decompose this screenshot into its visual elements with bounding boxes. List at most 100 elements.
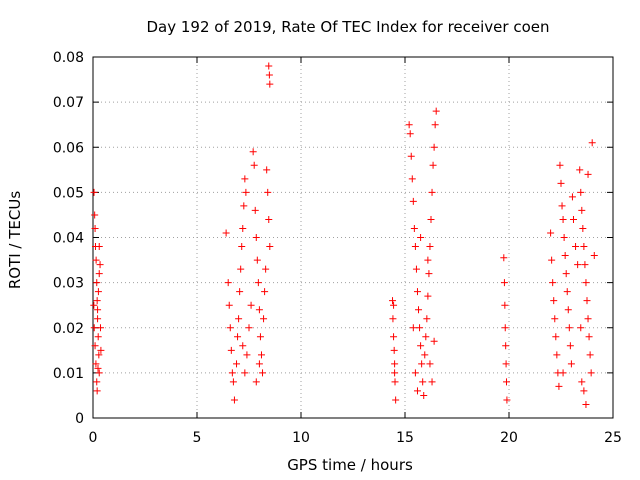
data-point bbox=[430, 337, 438, 345]
data-point bbox=[405, 121, 413, 129]
data-point bbox=[580, 243, 588, 251]
data-point bbox=[224, 279, 232, 287]
data-point bbox=[579, 224, 587, 232]
data-point bbox=[90, 301, 98, 309]
data-point bbox=[412, 265, 420, 273]
data-point bbox=[247, 301, 255, 309]
data-point bbox=[501, 324, 509, 332]
data-point bbox=[577, 324, 585, 332]
data-point bbox=[581, 261, 589, 269]
data-point bbox=[584, 315, 592, 323]
data-point bbox=[421, 351, 429, 359]
y-tick-label: 0.02 bbox=[53, 321, 84, 337]
data-point bbox=[556, 161, 564, 169]
data-point bbox=[265, 71, 273, 79]
data-point bbox=[584, 170, 592, 178]
data-point bbox=[431, 121, 439, 129]
data-point bbox=[93, 378, 101, 386]
data-point bbox=[251, 206, 259, 214]
data-point bbox=[94, 315, 102, 323]
data-point bbox=[413, 387, 421, 395]
data-point bbox=[567, 360, 575, 368]
data-point bbox=[392, 396, 400, 404]
data-point bbox=[560, 234, 568, 241]
data-point bbox=[561, 252, 569, 260]
data-point bbox=[265, 215, 273, 223]
data-point bbox=[262, 265, 270, 273]
data-point bbox=[227, 346, 235, 354]
data-point bbox=[237, 265, 245, 273]
data-point bbox=[547, 229, 555, 237]
data-point bbox=[409, 324, 417, 332]
data-point bbox=[416, 324, 424, 332]
data-point bbox=[413, 288, 421, 296]
data-point bbox=[577, 188, 585, 196]
data-point bbox=[97, 346, 105, 354]
data-point bbox=[239, 224, 247, 232]
data-point bbox=[252, 378, 260, 386]
data-point bbox=[500, 279, 508, 287]
data-point bbox=[503, 378, 511, 386]
data-point bbox=[91, 224, 99, 232]
data-point bbox=[90, 188, 98, 196]
data-point bbox=[587, 369, 595, 377]
data-point bbox=[559, 215, 567, 223]
data-point bbox=[568, 193, 576, 201]
data-point bbox=[409, 197, 417, 205]
data-point bbox=[230, 396, 238, 404]
y-tick-label: 0.06 bbox=[53, 140, 84, 156]
data-point bbox=[582, 279, 590, 287]
data-point bbox=[422, 333, 430, 341]
data-point bbox=[502, 360, 510, 368]
data-point bbox=[552, 333, 560, 341]
data-point bbox=[390, 333, 398, 341]
y-axis-label: ROTI / TECUs bbox=[6, 191, 24, 289]
data-point bbox=[424, 292, 432, 300]
data-point bbox=[391, 369, 399, 377]
data-point bbox=[265, 62, 273, 70]
data-point bbox=[95, 243, 103, 251]
data-point bbox=[580, 387, 588, 395]
data-points bbox=[90, 62, 598, 408]
data-point bbox=[576, 166, 584, 174]
data-point bbox=[566, 342, 574, 350]
data-point bbox=[250, 161, 258, 169]
data-point bbox=[266, 80, 274, 88]
data-point bbox=[93, 387, 101, 395]
data-point bbox=[257, 351, 265, 359]
data-point bbox=[557, 179, 565, 187]
data-point bbox=[93, 297, 101, 305]
data-point bbox=[427, 215, 435, 223]
data-point bbox=[578, 206, 586, 214]
data-point bbox=[94, 364, 102, 372]
axis-ticks: 0 0.01 0.02 0.03 0.04 0.05 0.06 0.07 0.08 0 5 10 15 2… bbox=[53, 50, 622, 446]
data-point bbox=[553, 351, 561, 359]
chart-title: Day 192 of 2019, Rate Of TEC Index for r… bbox=[147, 18, 550, 36]
x-tick-label: 20 bbox=[500, 430, 518, 446]
data-point bbox=[501, 301, 509, 309]
data-point bbox=[590, 252, 598, 260]
data-point bbox=[411, 369, 419, 377]
data-point bbox=[93, 279, 101, 287]
data-point bbox=[96, 261, 104, 269]
data-point bbox=[263, 166, 271, 174]
data-point bbox=[578, 378, 586, 386]
data-point bbox=[549, 279, 557, 287]
data-point bbox=[572, 243, 580, 251]
data-point bbox=[564, 306, 572, 314]
data-point bbox=[233, 360, 241, 368]
data-point bbox=[426, 243, 434, 251]
x-axis-label: GPS time / hours bbox=[287, 456, 413, 474]
data-point bbox=[562, 270, 570, 278]
data-point bbox=[252, 234, 260, 241]
data-point bbox=[550, 297, 558, 305]
data-point bbox=[259, 369, 267, 377]
y-tick-label: 0.08 bbox=[53, 50, 84, 66]
data-point bbox=[95, 270, 103, 278]
data-point bbox=[582, 400, 590, 408]
x-tick-label: 15 bbox=[396, 430, 414, 446]
data-point bbox=[256, 333, 264, 341]
data-point bbox=[239, 342, 247, 350]
data-point bbox=[91, 342, 99, 350]
data-point bbox=[428, 378, 436, 386]
